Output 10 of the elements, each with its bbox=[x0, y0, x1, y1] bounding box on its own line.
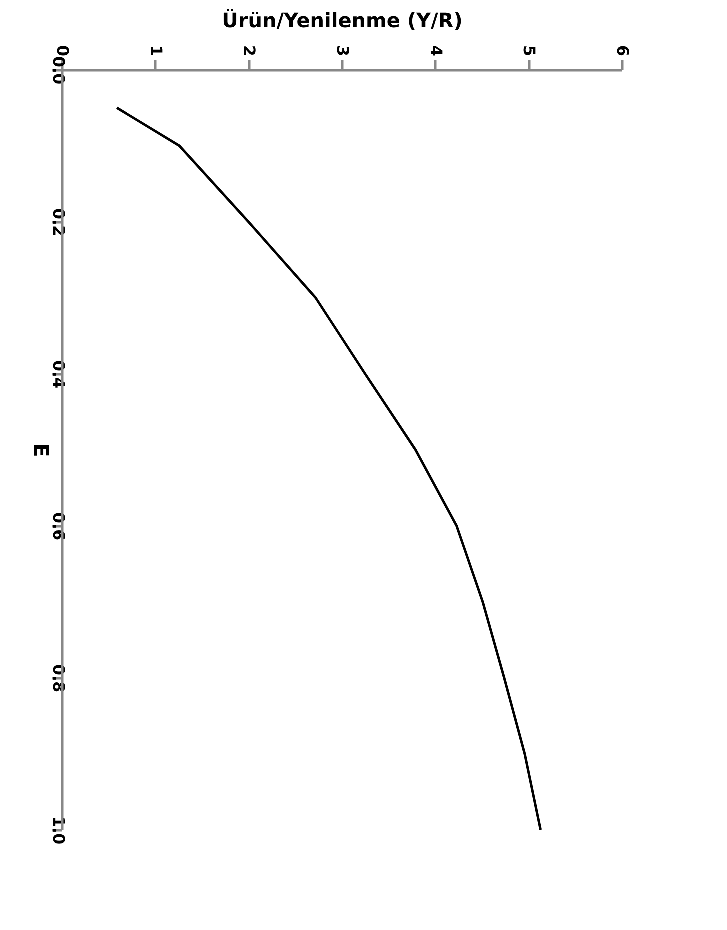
line-series bbox=[116, 106, 542, 832]
x-tick-label: 5 bbox=[520, 45, 540, 56]
x-tick-label: 1 bbox=[146, 45, 166, 56]
y-axis-title: E bbox=[30, 444, 54, 458]
x-tick-label: 2 bbox=[240, 45, 260, 56]
x-axis-title: Ürün/Yenilenme (Y/R) bbox=[222, 8, 463, 32]
x-tick-label: 3 bbox=[334, 45, 352, 56]
x-tick-label: 4 bbox=[426, 45, 446, 56]
x-tick-label: 0 bbox=[54, 45, 72, 56]
x-tick-label: 6 bbox=[614, 45, 632, 56]
